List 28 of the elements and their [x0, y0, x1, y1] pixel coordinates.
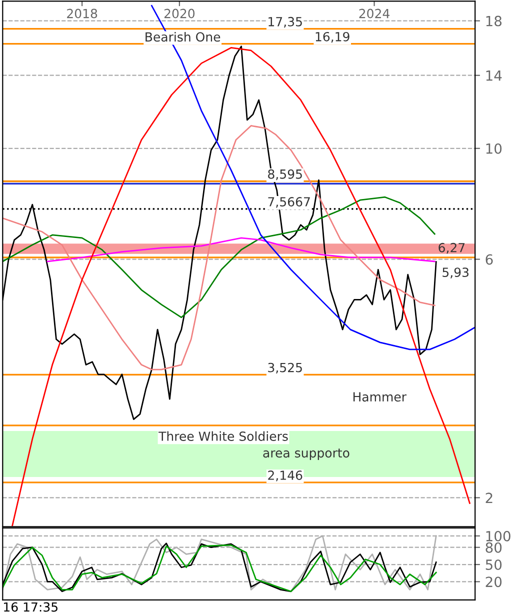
x-tick-label: 2024 [359, 8, 390, 18]
ref-line-label: 8,595 [268, 169, 302, 180]
text: 16 17:35 [4, 602, 58, 612]
y-tick-label: 6 [486, 254, 493, 265]
y-tick-label: 10 [486, 143, 502, 154]
y-tick-label: 14 [486, 70, 502, 81]
y-tick-label: 50 [486, 559, 502, 570]
y-tick-label: 80 [486, 542, 502, 553]
x-tick-label: 2018 [67, 8, 98, 18]
ref-line-label: 7,5667 [268, 197, 310, 208]
band-label: 6,27 [438, 242, 465, 254]
line-series [46, 237, 436, 262]
y-tick-label: 20 [486, 576, 502, 588]
annotation: Hammer [353, 392, 406, 402]
y-tick-label: 18 [486, 16, 502, 26]
y-tick-label: 2 [486, 492, 492, 503]
annotation: Bearish One [146, 32, 220, 42]
ref-line-label: 16,19 [316, 32, 350, 43]
line-series [12, 47, 470, 526]
band-label: area supporto [263, 448, 350, 460]
line-series [2, 196, 436, 318]
ref-line-label: 2,146 [268, 470, 302, 482]
y-tick-label: 100 [486, 530, 510, 542]
annotation: 5,93 [442, 268, 468, 278]
annotation: Three White Soldiers [158, 431, 288, 441]
ref-line-label: 3,525 [268, 362, 302, 374]
x-tick-label: 2020 [164, 8, 195, 18]
ref-line-label: 17,35 [268, 16, 302, 28]
